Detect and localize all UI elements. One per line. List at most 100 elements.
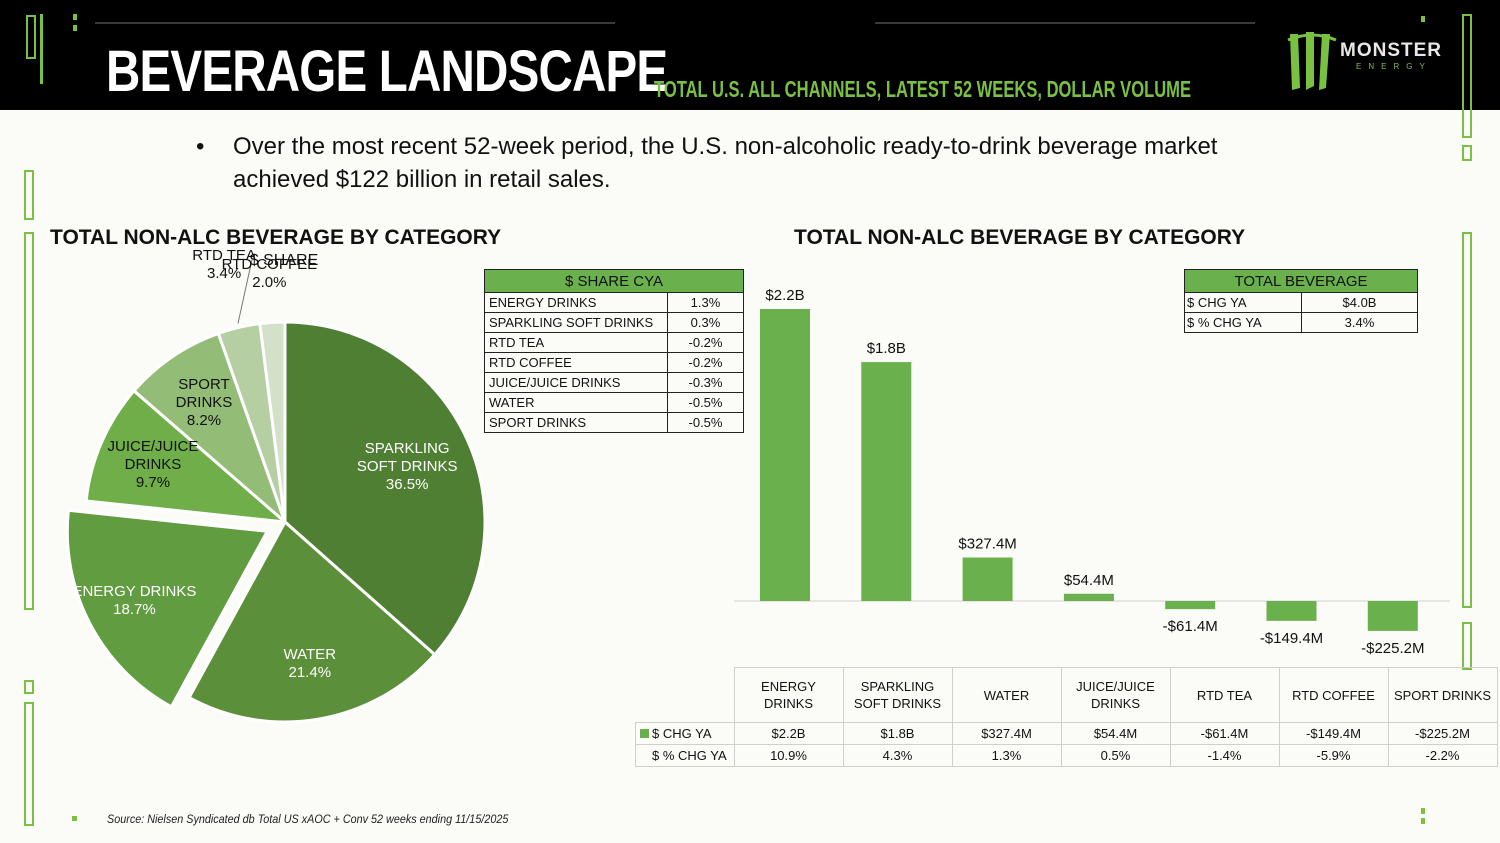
decor-dot	[72, 816, 77, 821]
data-table-cell: -$149.4M	[1278, 722, 1389, 745]
header-bar: BEVERAGE LANDSCAPE TOTAL U.S. ALL CHANNE…	[0, 0, 1500, 110]
decor-bracket	[1462, 145, 1472, 161]
total-beverage-label: $ CHG YA	[1184, 292, 1302, 313]
pie-leader-line	[237, 259, 253, 324]
share-cya-value: -0.2%	[667, 352, 744, 373]
share-cya-row: SPARKLING SOFT DRINKS 0.3%	[484, 312, 744, 333]
pie-slice-sport-drinks	[131, 331, 289, 527]
data-table-row: $ % CHG YA 10.9% 4.3% 1.3% 0.5% -1.4% -5.9% -2.…	[635, 744, 1498, 767]
data-table-cell: $54.4M	[1060, 722, 1171, 745]
share-cya-value: -0.5%	[667, 392, 744, 413]
pie-slice-water	[187, 519, 437, 724]
pie-slice-rtd-coffee	[258, 320, 287, 523]
header-decor-line	[95, 22, 615, 24]
data-table-col-header: ENERGY DRINKS	[733, 667, 844, 723]
total-beverage-value: $4.0B	[1301, 292, 1418, 313]
bar-value-label: -$225.2M	[1361, 640, 1424, 657]
pie-slice-value: 36.5%	[385, 475, 429, 493]
row-label-text: $ CHG YA	[652, 726, 712, 741]
decor-line	[40, 14, 43, 84]
data-table-header-row: ENERGY DRINKS SPARKLING SOFT DRINKS WATER J…	[636, 667, 1498, 723]
share-cya-table: $ SHARE CYA ENERGY DRINKS 1.3% SPARKLING S…	[484, 269, 744, 433]
pie-slice-value: 3.4%	[207, 265, 242, 283]
pie-slice-value: 21.4%	[288, 663, 332, 681]
pie-slice-label: SPARKLING SOFT DRINKS 36.5%	[356, 439, 458, 493]
change-data-table: ENERGY DRINKS SPARKLING SOFT DRINKS WATER J…	[635, 667, 1498, 767]
share-cya-value: -0.3%	[667, 372, 744, 393]
decor-dot	[1421, 818, 1425, 824]
share-cya-row: ENERGY DRINKS 1.3%	[484, 292, 744, 313]
data-table-row-label: $ CHG YA	[635, 722, 735, 745]
pie-slice-label: JUICE/JUICE DRINKS 9.7%	[107, 437, 199, 491]
decor-dot	[73, 25, 77, 31]
bar-sport-drinks	[1367, 601, 1418, 631]
decor-bracket	[24, 680, 34, 694]
share-cya-row: RTD TEA -0.2%	[484, 332, 744, 353]
total-beverage-row: $ CHG YA $4.0B	[1184, 292, 1418, 313]
data-table-cell: 4.3%	[842, 744, 953, 767]
right-chart-title: TOTAL NON-ALC BEVERAGE BY CATEGORY	[794, 226, 1246, 249]
share-cya-value: -0.5%	[667, 412, 744, 433]
data-table-cell: $327.4M	[951, 722, 1062, 745]
pie-slice-label: RTD TEA 3.4%	[192, 247, 256, 283]
pie-slice-value: 2.0%	[252, 274, 287, 292]
share-cya-label: WATER	[484, 392, 668, 413]
share-cya-label: SPORT DRINKS	[484, 412, 668, 433]
page-subtitle: TOTAL U.S. ALL CHANNELS, LATEST 52 WEEKS…	[654, 76, 1191, 102]
header-decor-line	[875, 22, 1255, 24]
source-note: Source: Nielsen Syndicated db Total US x…	[107, 812, 509, 826]
bullet-mark: •	[196, 133, 205, 160]
pie-slice-label: WATER 21.4%	[283, 645, 337, 681]
share-cya-label: SPARKLING SOFT DRINKS	[484, 312, 668, 333]
total-beverage-row: $ % CHG YA 3.4%	[1184, 312, 1418, 333]
data-table-cell: 1.3%	[951, 744, 1062, 767]
pie-slice-label: SPORT DRINKS 8.2%	[175, 375, 233, 429]
decor-dot	[1421, 16, 1425, 22]
data-table-cell: 0.5%	[1060, 744, 1171, 767]
data-table-col-header: RTD COFFEE	[1278, 667, 1389, 723]
data-table-row-label: $ % CHG YA	[635, 744, 735, 767]
pie-slice-label: RTD COFFEE 2.0%	[221, 256, 318, 292]
data-table-col-header: SPORT DRINKS	[1387, 667, 1498, 723]
bar-rtd-coffee	[1266, 601, 1317, 621]
page-title: BEVERAGE LANDSCAPE	[106, 39, 668, 104]
data-table-cell: $1.8B	[842, 722, 953, 745]
change-bar-chart: $2.2B $1.8B $327.4M $54.4M -$61.4M -$149.4M -$…	[734, 287, 1450, 657]
bar-juice-juice-drinks	[1063, 593, 1114, 601]
total-beverage-label: $ % CHG YA	[1184, 312, 1302, 333]
share-cya-value: -0.2%	[667, 332, 744, 353]
data-table-cell: -2.2%	[1387, 744, 1498, 767]
data-table-col-header: SPARKLING SOFT DRINKS	[842, 667, 953, 723]
logo-subtext: ENERGY	[1356, 62, 1432, 71]
share-pie-chart	[65, 259, 487, 724]
pie-slice-label: ENERGY DRINKS 18.7%	[72, 582, 197, 618]
data-table-cell: $2.2B	[733, 722, 844, 745]
bar-rtd-tea	[1165, 601, 1216, 610]
data-table-row: $ CHG YA $2.2B $1.8B $327.4M $54.4M -$61.4M -$…	[635, 722, 1498, 745]
total-beverage-header: TOTAL BEVERAGE	[1184, 269, 1418, 293]
share-cya-label: ENERGY DRINKS	[484, 292, 668, 313]
decor-bracket	[24, 702, 34, 826]
share-cya-row: WATER -0.5%	[484, 392, 744, 413]
data-table-cell: 10.9%	[733, 744, 844, 767]
bar-energy-drinks	[760, 309, 810, 601]
total-beverage-table: TOTAL BEVERAGE $ CHG YA $4.0B $ % CHG YA 3.…	[1184, 269, 1418, 333]
decor-bracket	[1462, 622, 1472, 670]
share-cya-value: 1.3%	[667, 292, 744, 313]
monster-claw-icon	[1287, 32, 1337, 90]
bar-value-label: $327.4M	[958, 536, 1016, 553]
decor-dot	[73, 14, 77, 20]
legend-swatch-icon	[640, 729, 649, 738]
data-table-col-header: RTD TEA	[1169, 667, 1280, 723]
data-table-col-header: WATER	[951, 667, 1062, 723]
data-table-cell: -5.9%	[1278, 744, 1389, 767]
data-table-cell: -$61.4M	[1169, 722, 1280, 745]
share-cya-label: JUICE/JUICE DRINKS	[484, 372, 668, 393]
pie-slice-sparkling-soft-drinks	[283, 320, 487, 657]
total-beverage-value: 3.4%	[1301, 312, 1418, 333]
bar-sparkling-soft-drinks	[861, 362, 912, 601]
left-chart-title: TOTAL NON-ALC BEVERAGE BY CATEGORY	[50, 226, 502, 249]
summary-text: Over the most recent 52-week period, the…	[233, 133, 1218, 193]
bar-value-label: -$61.4M	[1163, 618, 1218, 635]
pie-title: $ SHARE	[249, 252, 319, 269]
